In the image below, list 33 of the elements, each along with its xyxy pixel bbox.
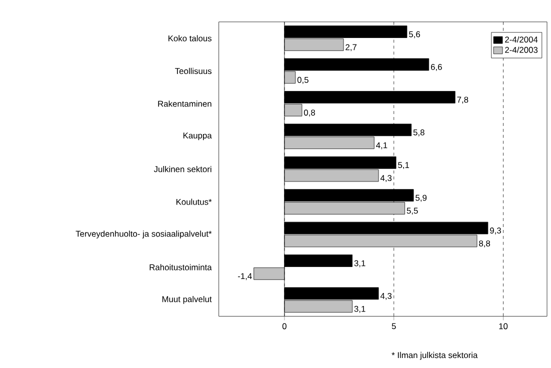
text: * Ilman julkista sektoria: [392, 352, 478, 360]
data-label: 0,8: [304, 110, 315, 117]
data-label: 0,5: [297, 76, 308, 84]
data-label: 5,5: [406, 208, 418, 215]
data-label: -1,4: [238, 273, 252, 280]
data-label: 4,3: [380, 175, 392, 182]
data-label: 5,1: [398, 162, 410, 170]
data-label: 3,1: [354, 260, 366, 268]
y-tick-label: Rahoitustoiminta: [150, 264, 212, 270]
x-tick-label: 0: [282, 323, 286, 330]
data-label: 7,8: [457, 96, 468, 104]
y-tick-label: Muut palvelut: [162, 296, 212, 304]
data-label: 4,3: [380, 292, 392, 300]
y-tick-label: Koulutus*: [176, 198, 212, 205]
data-label: 5,9: [416, 194, 427, 202]
data-label: 3,1: [354, 306, 366, 313]
y-tick-label: Koko talous: [168, 35, 212, 42]
data-label: 5,8: [413, 129, 424, 136]
y-tick-label: Julkinen sektori: [154, 166, 212, 172]
x-tick-label: 10: [499, 323, 508, 330]
data-label: 4,1: [376, 142, 388, 150]
y-tick-label: Terveydenhuolto- ja sosiaalipalvelut*: [76, 230, 212, 238]
x-tick-label: 5: [392, 323, 396, 330]
y-tick-label: Rakentaminen: [158, 100, 212, 107]
data-label: 2,7: [346, 44, 356, 52]
legend-label: 2-4/2003: [505, 46, 538, 53]
data-label: 5,6: [409, 31, 420, 38]
legend-label: 2-4/2004: [505, 36, 538, 43]
data-label: 6,6: [430, 64, 442, 71]
y-tick-label: Teollisuus: [175, 68, 212, 74]
data-label: 9,3: [490, 228, 501, 234]
data-label: 8,8: [479, 240, 490, 248]
y-tick-label: Kauppa: [183, 132, 212, 140]
